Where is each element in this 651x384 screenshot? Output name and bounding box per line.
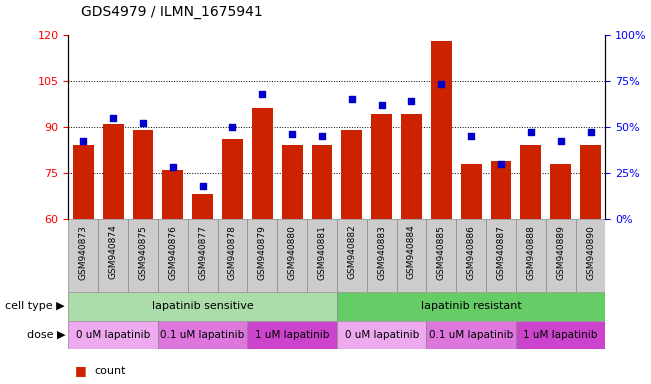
Text: GSM940878: GSM940878: [228, 225, 237, 280]
Text: GSM940882: GSM940882: [348, 225, 356, 280]
Bar: [73, 145, 94, 219]
Bar: [396, 219, 426, 292]
Bar: [103, 124, 124, 219]
Text: GSM940886: GSM940886: [467, 225, 476, 280]
Bar: [431, 41, 452, 219]
Bar: [247, 219, 277, 292]
Text: GSM940885: GSM940885: [437, 225, 446, 280]
Bar: [158, 219, 187, 292]
Text: GSM940883: GSM940883: [377, 225, 386, 280]
Bar: [282, 145, 303, 219]
Text: GSM940880: GSM940880: [288, 225, 297, 280]
Text: cell type ▶: cell type ▶: [5, 301, 65, 311]
Bar: [128, 219, 158, 292]
Text: 1 uM lapatinib: 1 uM lapatinib: [523, 330, 598, 340]
Bar: [367, 219, 396, 292]
Bar: [401, 114, 422, 219]
Text: GDS4979 / ILMN_1675941: GDS4979 / ILMN_1675941: [81, 5, 263, 19]
Bar: [133, 130, 154, 219]
Bar: [520, 145, 541, 219]
Bar: [307, 219, 337, 292]
Point: [376, 101, 387, 108]
Bar: [158, 321, 247, 349]
Point: [317, 133, 327, 139]
Point: [138, 120, 148, 126]
Text: 0 uM lapatinib: 0 uM lapatinib: [76, 330, 150, 340]
Bar: [68, 292, 337, 321]
Bar: [426, 219, 456, 292]
Text: GSM940877: GSM940877: [198, 225, 207, 280]
Bar: [187, 219, 217, 292]
Point: [108, 114, 118, 121]
Text: GSM940884: GSM940884: [407, 225, 416, 280]
Bar: [222, 139, 243, 219]
Point: [167, 164, 178, 170]
Bar: [580, 145, 601, 219]
Text: count: count: [94, 366, 126, 376]
Text: 1 uM lapatinib: 1 uM lapatinib: [255, 330, 329, 340]
Bar: [312, 145, 333, 219]
Bar: [277, 219, 307, 292]
Bar: [337, 321, 426, 349]
Bar: [550, 164, 571, 219]
Text: lapatinib sensitive: lapatinib sensitive: [152, 301, 253, 311]
Bar: [247, 321, 337, 349]
Text: GSM940875: GSM940875: [139, 225, 147, 280]
Bar: [68, 321, 158, 349]
Text: ■: ■: [75, 364, 87, 377]
Text: GSM940879: GSM940879: [258, 225, 267, 280]
Point: [555, 138, 566, 144]
Text: 0.1 uM lapatinib: 0.1 uM lapatinib: [161, 330, 245, 340]
Bar: [68, 219, 98, 292]
Bar: [341, 130, 362, 219]
Text: GSM940874: GSM940874: [109, 225, 118, 280]
Point: [197, 183, 208, 189]
Text: dose ▶: dose ▶: [27, 330, 65, 340]
Point: [346, 96, 357, 102]
Point: [525, 129, 536, 135]
Point: [78, 138, 89, 144]
Bar: [162, 170, 183, 219]
Text: GSM940873: GSM940873: [79, 225, 88, 280]
Point: [466, 133, 477, 139]
Text: lapatinib resistant: lapatinib resistant: [421, 301, 521, 311]
Bar: [456, 219, 486, 292]
Bar: [575, 219, 605, 292]
Bar: [516, 321, 605, 349]
Bar: [337, 292, 605, 321]
Bar: [461, 164, 482, 219]
Bar: [486, 219, 516, 292]
Point: [406, 98, 417, 104]
Point: [227, 124, 238, 130]
Point: [496, 161, 506, 167]
Point: [436, 81, 447, 88]
Bar: [217, 219, 247, 292]
Bar: [252, 108, 273, 219]
Point: [585, 129, 596, 135]
Point: [257, 91, 268, 97]
Text: GSM940876: GSM940876: [169, 225, 177, 280]
Bar: [546, 219, 575, 292]
Text: 0 uM lapatinib: 0 uM lapatinib: [344, 330, 419, 340]
Bar: [491, 161, 512, 219]
Bar: [337, 219, 367, 292]
Text: GSM940889: GSM940889: [556, 225, 565, 280]
Text: GSM940888: GSM940888: [527, 225, 535, 280]
Text: GSM940887: GSM940887: [497, 225, 505, 280]
Bar: [516, 219, 546, 292]
Text: GSM940881: GSM940881: [318, 225, 326, 280]
Bar: [426, 321, 516, 349]
Bar: [371, 114, 392, 219]
Point: [287, 131, 298, 137]
Bar: [192, 194, 213, 219]
Text: GSM940890: GSM940890: [586, 225, 595, 280]
Text: 0.1 uM lapatinib: 0.1 uM lapatinib: [429, 330, 513, 340]
Bar: [98, 219, 128, 292]
